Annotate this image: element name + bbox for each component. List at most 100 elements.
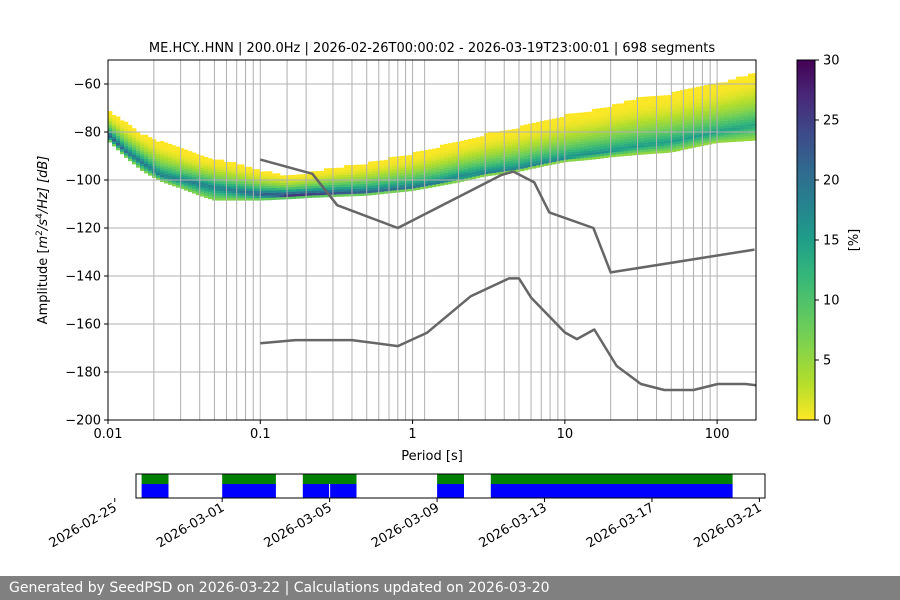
heatmap-cell — [140, 139, 145, 143]
heatmap-cell — [704, 135, 709, 139]
heatmap-cell — [736, 127, 741, 130]
heatmap-cell — [492, 170, 497, 173]
heatmap-cell — [148, 144, 153, 147]
heatmap-cell — [640, 144, 645, 148]
heatmap-cell — [340, 177, 345, 180]
heatmap-cell — [632, 126, 637, 129]
heatmap-cell — [736, 105, 741, 109]
heatmap-cell — [520, 142, 525, 145]
heatmap-cell — [156, 165, 161, 169]
heatmap-cell — [336, 170, 341, 173]
heatmap-cell — [696, 120, 701, 123]
heatmap-cell — [732, 132, 737, 135]
heatmap-cell — [400, 172, 405, 176]
heatmap-cell — [440, 183, 445, 186]
heatmap-cell — [340, 186, 345, 190]
heatmap-cell — [736, 81, 741, 85]
heatmap-cell — [196, 180, 201, 184]
heatmap-cell — [288, 194, 293, 197]
heatmap-cell — [740, 136, 745, 140]
heatmap-cell — [408, 164, 413, 168]
heatmap-cell — [328, 189, 333, 193]
heatmap-cell — [272, 190, 277, 193]
y-tick-label: −180 — [65, 366, 101, 381]
heatmap-cell — [432, 158, 437, 161]
heatmap-cell — [320, 178, 325, 181]
heatmap-cell — [476, 146, 481, 150]
heatmap-cell — [228, 164, 233, 167]
heatmap-cell — [712, 93, 717, 96]
heatmap-cell — [320, 187, 325, 191]
heatmap-cell — [200, 194, 205, 197]
heatmap-cell — [752, 126, 756, 129]
heatmap-cell — [484, 135, 489, 139]
heatmap-cell — [552, 121, 557, 124]
heatmap-cell — [324, 175, 329, 179]
heatmap-cell — [616, 106, 621, 109]
heatmap-cell — [696, 115, 701, 119]
heatmap-cell — [572, 130, 577, 133]
heatmap-cell — [360, 169, 365, 172]
heatmap-cell — [160, 162, 165, 166]
high-noise-model-line — [259, 158, 755, 274]
heatmap-cell — [568, 159, 573, 162]
heatmap-cell — [360, 183, 365, 187]
heatmap-cell — [636, 150, 641, 153]
heatmap-cell — [348, 167, 353, 170]
heatmap-cell — [680, 138, 685, 141]
heatmap-cell — [588, 126, 593, 129]
heatmap-cell — [628, 112, 633, 115]
heatmap-cell — [644, 147, 649, 150]
heatmap-cell — [716, 94, 721, 98]
heatmap-cell — [560, 153, 565, 156]
heatmap-cell — [520, 139, 525, 143]
heatmap-cell — [536, 145, 541, 149]
heatmap-cell — [464, 144, 469, 148]
heatmap-cell — [608, 147, 613, 151]
heatmap-cell — [144, 146, 149, 150]
heatmap-cell — [316, 187, 321, 191]
heatmap-cell — [348, 184, 353, 187]
heatmap-cell — [728, 98, 733, 102]
heatmap-cell — [612, 132, 617, 136]
heatmap-cell — [256, 169, 261, 172]
heatmap-cell — [420, 186, 425, 190]
heatmap-cell — [352, 179, 357, 182]
heatmap-cell — [488, 173, 493, 176]
heatmap-cell — [296, 193, 301, 197]
heatmap-cell — [604, 112, 609, 115]
heatmap-cell — [660, 119, 665, 123]
heatmap-cell — [644, 144, 649, 148]
heatmap-cell — [652, 139, 657, 142]
heatmap-cell — [728, 110, 733, 114]
heatmap-cell — [192, 164, 197, 168]
heatmap-cell — [252, 174, 257, 177]
heatmap-cell — [560, 155, 565, 158]
heatmap-cell — [696, 89, 701, 92]
heatmap-cell — [280, 180, 285, 183]
heatmap-cell — [524, 129, 529, 132]
heatmap-cell — [732, 134, 737, 138]
heatmap-cell — [632, 99, 637, 103]
heatmap-cell — [608, 106, 613, 110]
heatmap-cell — [624, 115, 629, 118]
heatmap-cell — [752, 78, 756, 81]
heatmap-cell — [348, 174, 353, 178]
heatmap-cell — [400, 163, 405, 166]
heatmap-cell — [692, 109, 697, 112]
heatmap-cell — [436, 176, 441, 180]
colorbar-tick-label: 20 — [823, 174, 840, 189]
heatmap-cell — [144, 170, 149, 174]
heatmap-cell — [640, 125, 645, 129]
heatmap-cell — [480, 157, 485, 161]
heatmap-cell — [672, 120, 677, 124]
heatmap-cell — [552, 128, 557, 131]
heatmap-cell — [728, 84, 733, 87]
heatmap-cell — [324, 182, 329, 186]
heatmap-cell — [544, 161, 549, 164]
heatmap-cell — [552, 152, 557, 155]
heatmap-cell — [656, 141, 661, 144]
heatmap-cell — [256, 174, 261, 177]
heatmap-cell — [344, 177, 349, 180]
heatmap-cell — [416, 185, 421, 188]
